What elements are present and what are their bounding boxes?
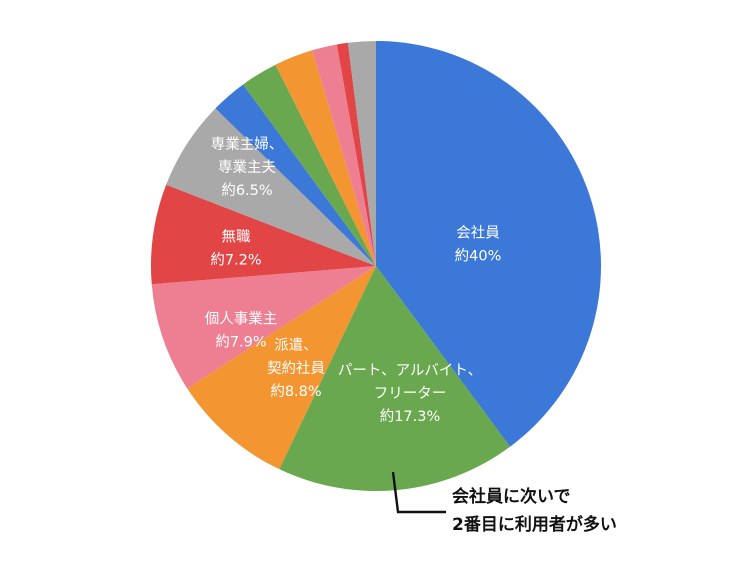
slice-3-label-line-3: 約8.8% (270, 383, 321, 400)
slice-6-label-line-2: 専業主夫 (218, 159, 276, 176)
annotation-line-2: 2番目に利用者が多い (452, 514, 617, 535)
pie-slice-6 (166, 108, 376, 267)
pie-slice-8 (243, 64, 376, 266)
annotation-line-1: 会社員に次いで (452, 486, 571, 507)
slice-4-label-line-2: 約7.9% (215, 334, 266, 351)
pie-slice-4 (151, 266, 376, 389)
slice-2-label-line-2: フリーター (374, 385, 447, 402)
slice-2-label-line-3: 約17.3% (380, 408, 441, 425)
pie-slices (150, 41, 602, 492)
slice-4-label-line-1: 個人事業主 (205, 311, 278, 328)
pie-slice-12 (347, 41, 376, 266)
slice-6-label-line-1: 専業主婦、 (211, 136, 284, 153)
slice-1-label-line-1: 会社員 (456, 225, 500, 242)
slice-5-label-line-1: 無職 (222, 229, 251, 246)
pie-slice-11 (336, 42, 376, 267)
slice-3-label-line-1: 派遣、 (274, 337, 318, 354)
slice-3-label-line-2: 契約社員 (267, 360, 325, 377)
annotation-callout: 会社員に次いで 2番目に利用者が多い (391, 471, 617, 535)
pie-slice-1 (376, 41, 602, 447)
pie-slice-7 (215, 84, 376, 266)
pie-slice-3 (187, 266, 376, 470)
slice-1-label-line-2: 約40% (455, 248, 502, 265)
pie-slice-9 (275, 50, 376, 267)
pie-slice-10 (312, 44, 376, 267)
pie-slice-2 (279, 266, 511, 492)
slice-5-label-line-2: 約7.2% (210, 252, 261, 269)
annotation-leader-line (391, 471, 446, 514)
pie-slice-5 (150, 184, 376, 285)
slice-6-label-line-3: 約6.5% (221, 182, 272, 199)
slice-2-label-line-1: パート、アルバイト、 (338, 362, 482, 379)
